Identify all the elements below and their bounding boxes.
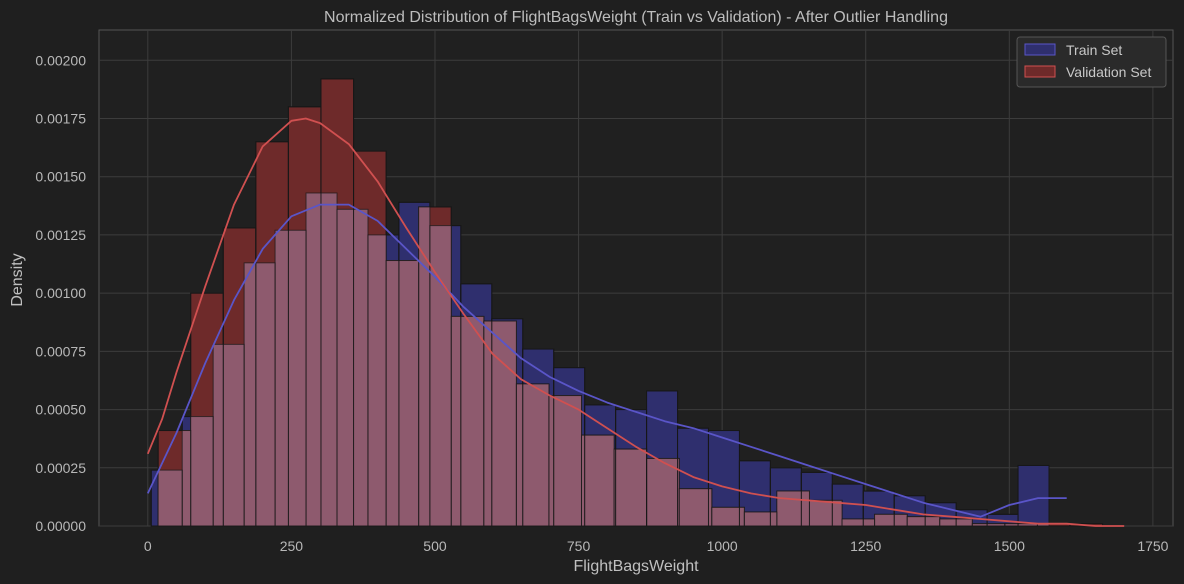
overlap-bar — [708, 488, 712, 526]
y-tick-label: 0.00075 — [35, 343, 86, 359]
train-bar — [1017, 464, 1050, 527]
legend-label-validation: Validation Set — [1066, 64, 1151, 80]
tick-labels: 0 250 500 750 1000 1250 1500 1750 0.00000 0.00025… — [35, 52, 1168, 554]
y-tick-label: 0.00025 — [35, 460, 86, 476]
overlap-bar — [353, 209, 368, 526]
y-tick-label: 0.00125 — [35, 227, 86, 243]
chart-title: Normalized Distribution of FlightBagsWei… — [324, 9, 948, 26]
legend-swatch-train — [1024, 43, 1056, 56]
overlap-bar — [553, 395, 582, 526]
overlap-bar — [213, 344, 224, 526]
overlap-bar — [418, 206, 430, 526]
overlap-bar — [646, 458, 678, 526]
overlap-bar — [677, 458, 680, 526]
x-tick-label: 1500 — [994, 538, 1025, 554]
overlap-bar — [275, 230, 289, 526]
overlap-bar — [398, 260, 419, 526]
overlap-bar — [972, 523, 988, 526]
y-tick-label: 0.00050 — [35, 402, 86, 418]
overlap-bar — [182, 430, 191, 526]
overlap-bar — [614, 449, 616, 526]
overlap-bar — [429, 225, 452, 526]
overlap-bar — [306, 193, 321, 526]
x-tick-label: 500 — [423, 538, 447, 554]
overlap-bar — [158, 470, 183, 526]
overlap-bar — [776, 491, 802, 526]
train-kde-line — [146, 203, 1067, 518]
overlap-bar — [244, 262, 256, 526]
overlap-bar — [801, 491, 810, 526]
y-tick-label: 0.00175 — [35, 110, 86, 126]
overlap-bar — [584, 435, 615, 526]
overlap-bar — [863, 519, 875, 526]
overlap-bar — [516, 383, 523, 526]
overlap-bar — [809, 500, 833, 526]
legend-label-train: Train Set — [1066, 42, 1122, 58]
overlap-bar — [190, 416, 214, 526]
overlap-bar — [679, 488, 709, 526]
x-tick-label: 750 — [567, 538, 591, 554]
x-tick-label: 0 — [144, 538, 152, 554]
overlap-bar — [907, 516, 926, 526]
y-tick-label: 0.00150 — [35, 169, 86, 185]
kde-curves — [146, 117, 1125, 527]
overlap-bar — [711, 507, 740, 526]
validation-bar-outline — [939, 518, 973, 527]
overlap-bar — [925, 516, 940, 526]
validation-kde-line — [146, 117, 1125, 527]
overlap-bar — [367, 234, 387, 527]
overlap-bar — [522, 383, 549, 526]
y-axis-label: Density — [9, 253, 26, 306]
y-tick-label: 0.00100 — [35, 285, 86, 301]
overlap-bar — [223, 344, 245, 526]
overlap-bar — [1037, 523, 1050, 526]
overlap-bar — [483, 321, 492, 526]
overlap-bar — [288, 230, 307, 526]
overlap-bar — [874, 514, 895, 526]
x-tick-label: 1750 — [1137, 538, 1168, 554]
overlap-bar — [744, 512, 771, 526]
overlap-bar — [386, 260, 399, 526]
overlap-bar — [939, 519, 957, 526]
overlap-bar — [548, 395, 554, 526]
overlap-bar — [460, 316, 484, 526]
overlap-bar — [1004, 523, 1019, 526]
x-tick-label: 250 — [280, 538, 304, 554]
x-tick-label: 1000 — [707, 538, 738, 554]
y-tick-label: 0.00200 — [35, 52, 86, 68]
overlap-bar — [255, 262, 276, 526]
overlap-bar — [770, 512, 777, 526]
overlap-bar — [615, 449, 647, 526]
overlap-bar — [451, 316, 461, 526]
x-tick-label: 1250 — [850, 538, 881, 554]
overlap-bar — [491, 321, 517, 526]
overlap-bar — [832, 500, 843, 526]
overlap-bar — [1018, 523, 1038, 526]
overlap-bar — [956, 519, 973, 526]
y-tick-label: 0.00000 — [35, 518, 86, 534]
legend: Train Set Validation Set — [1016, 36, 1167, 88]
overlap-bar — [581, 435, 585, 526]
overlap-bar — [739, 507, 745, 526]
x-axis-label: FlightBagsWeight — [573, 558, 699, 575]
validation-bar-outline — [808, 499, 843, 527]
overlap-bar — [337, 209, 354, 526]
overlap-bar — [894, 514, 908, 526]
overlap-bar — [320, 193, 338, 526]
overlap-bar — [987, 523, 1005, 526]
overlap-bar — [842, 519, 864, 526]
legend-swatch-validation — [1024, 65, 1056, 78]
